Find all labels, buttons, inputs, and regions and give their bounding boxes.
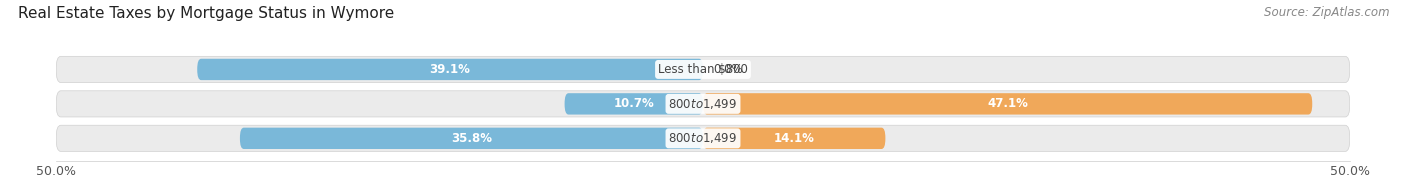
Text: Less than $800: Less than $800 <box>658 63 748 76</box>
Text: 35.8%: 35.8% <box>451 132 492 145</box>
FancyBboxPatch shape <box>197 59 703 80</box>
FancyBboxPatch shape <box>703 93 1312 114</box>
FancyBboxPatch shape <box>56 125 1350 152</box>
Text: 47.1%: 47.1% <box>987 97 1028 110</box>
Text: 0.0%: 0.0% <box>713 63 742 76</box>
Text: $800 to $1,499: $800 to $1,499 <box>668 131 738 145</box>
FancyBboxPatch shape <box>56 91 1350 117</box>
Text: Source: ZipAtlas.com: Source: ZipAtlas.com <box>1264 6 1389 19</box>
FancyBboxPatch shape <box>56 56 1350 83</box>
Text: 39.1%: 39.1% <box>430 63 471 76</box>
Text: $800 to $1,499: $800 to $1,499 <box>668 97 738 111</box>
Text: 10.7%: 10.7% <box>613 97 654 110</box>
Text: Real Estate Taxes by Mortgage Status in Wymore: Real Estate Taxes by Mortgage Status in … <box>18 6 395 21</box>
Text: 14.1%: 14.1% <box>773 132 814 145</box>
FancyBboxPatch shape <box>240 128 703 149</box>
FancyBboxPatch shape <box>703 128 886 149</box>
FancyBboxPatch shape <box>565 93 703 114</box>
